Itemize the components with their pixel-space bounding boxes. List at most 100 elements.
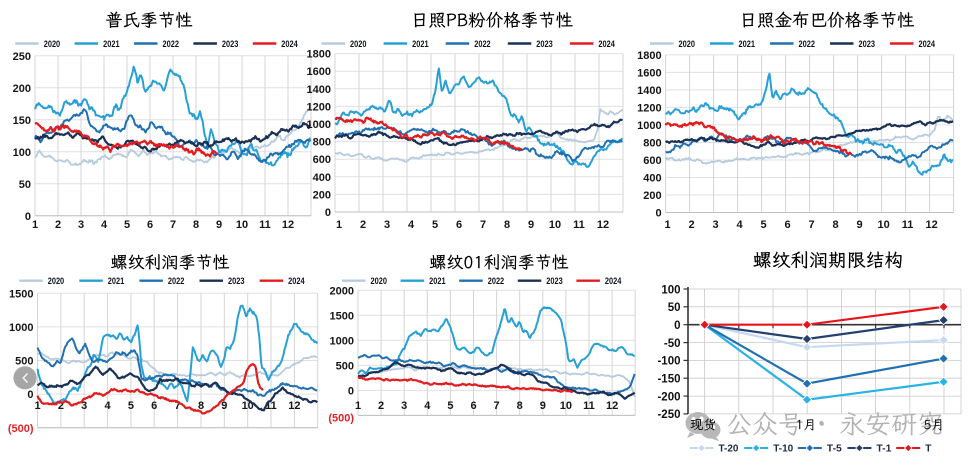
- svg-text:1500: 1500: [9, 288, 33, 300]
- svg-text:9: 9: [221, 400, 227, 412]
- svg-text:12: 12: [597, 219, 609, 231]
- svg-text:8: 8: [198, 400, 204, 412]
- svg-text:2024: 2024: [598, 39, 615, 50]
- svg-text:1600: 1600: [637, 67, 661, 79]
- svg-text:2023: 2023: [228, 276, 245, 287]
- svg-text:50: 50: [668, 302, 681, 314]
- svg-text:1500: 1500: [330, 310, 354, 322]
- svg-text:6: 6: [147, 219, 153, 231]
- svg-text:0: 0: [655, 208, 661, 220]
- svg-text:12: 12: [925, 219, 937, 231]
- svg-text:400: 400: [643, 173, 661, 185]
- svg-text:2022: 2022: [799, 39, 816, 50]
- svg-text:2020: 2020: [44, 39, 61, 50]
- svg-text:2022: 2022: [168, 276, 185, 287]
- svg-text:2021: 2021: [429, 276, 446, 287]
- svg-text:800: 800: [313, 137, 331, 149]
- svg-text:11: 11: [259, 219, 271, 231]
- svg-text:T-10: T-10: [773, 444, 793, 455]
- svg-text:1800: 1800: [307, 49, 331, 61]
- svg-text:12: 12: [606, 400, 618, 412]
- svg-text:2024: 2024: [288, 276, 305, 287]
- svg-text:2023: 2023: [222, 39, 239, 50]
- svg-text:10: 10: [560, 400, 572, 412]
- svg-text:500: 500: [336, 360, 354, 372]
- svg-text:T: T: [925, 444, 931, 455]
- svg-text:5: 5: [761, 219, 767, 231]
- svg-text:1000: 1000: [307, 119, 331, 131]
- svg-text:150: 150: [13, 115, 31, 127]
- svg-text:6: 6: [456, 219, 462, 231]
- svg-text:11: 11: [583, 400, 595, 412]
- svg-text:11: 11: [573, 219, 585, 231]
- svg-text:250: 250: [13, 51, 31, 63]
- svg-text:1600: 1600: [307, 66, 331, 78]
- svg-text:2024: 2024: [919, 39, 936, 50]
- svg-text:1800: 1800: [637, 50, 661, 62]
- svg-text:600: 600: [643, 155, 661, 167]
- svg-text:T-1: T-1: [876, 444, 891, 455]
- svg-text:2021: 2021: [412, 39, 429, 50]
- svg-text:2: 2: [55, 219, 61, 231]
- svg-text:5: 5: [124, 219, 130, 231]
- svg-text:10: 10: [236, 219, 248, 231]
- svg-text:2021: 2021: [739, 39, 756, 50]
- svg-text:3: 3: [713, 219, 719, 231]
- svg-text:-100: -100: [657, 356, 680, 368]
- svg-text:2: 2: [689, 219, 695, 231]
- svg-text:T-5: T-5: [827, 444, 842, 455]
- svg-text:7: 7: [170, 219, 176, 231]
- svg-text:1000: 1000: [330, 335, 354, 347]
- svg-text:2020: 2020: [371, 276, 388, 287]
- svg-text:8: 8: [833, 219, 839, 231]
- svg-text:(500): (500): [328, 412, 354, 424]
- svg-text:100: 100: [661, 284, 680, 296]
- svg-text:1400: 1400: [637, 85, 661, 97]
- svg-text:6: 6: [151, 400, 157, 412]
- svg-text:6: 6: [470, 400, 476, 412]
- svg-text:2023: 2023: [546, 276, 563, 287]
- svg-text:6: 6: [785, 219, 791, 231]
- svg-text:5: 5: [128, 400, 134, 412]
- svg-text:7: 7: [480, 219, 486, 231]
- svg-text:-50: -50: [664, 338, 681, 350]
- svg-text:2: 2: [378, 400, 384, 412]
- svg-text:1: 1: [665, 219, 671, 231]
- svg-text:12: 12: [288, 400, 300, 412]
- svg-text:2020: 2020: [350, 39, 367, 50]
- svg-text:8: 8: [517, 400, 523, 412]
- svg-text:1000: 1000: [637, 120, 661, 132]
- svg-text:3: 3: [401, 400, 407, 412]
- svg-text:4: 4: [737, 219, 744, 231]
- svg-text:5: 5: [432, 219, 438, 231]
- svg-text:0: 0: [25, 211, 31, 223]
- svg-text:7: 7: [494, 400, 500, 412]
- svg-text:400: 400: [313, 172, 331, 184]
- svg-text:8: 8: [504, 219, 510, 231]
- svg-text:600: 600: [313, 154, 331, 166]
- svg-text:800: 800: [643, 138, 661, 150]
- svg-text:T-20: T-20: [719, 444, 739, 455]
- svg-text:10: 10: [877, 219, 889, 231]
- svg-text:11: 11: [902, 219, 914, 231]
- svg-text:-200: -200: [657, 391, 680, 403]
- svg-text:1400: 1400: [307, 84, 331, 96]
- svg-text:2020: 2020: [679, 39, 696, 50]
- svg-text:100: 100: [13, 147, 31, 159]
- svg-text:1200: 1200: [637, 102, 661, 114]
- svg-text:0: 0: [674, 320, 680, 332]
- svg-text:9: 9: [216, 219, 222, 231]
- svg-text:2022: 2022: [488, 276, 505, 287]
- svg-text:4: 4: [101, 219, 108, 231]
- svg-text:0: 0: [348, 385, 354, 397]
- svg-text:4: 4: [424, 400, 431, 412]
- svg-text:2023: 2023: [859, 39, 876, 50]
- svg-text:-250: -250: [657, 409, 680, 421]
- svg-text:1: 1: [34, 400, 40, 412]
- svg-text:1: 1: [32, 219, 38, 231]
- svg-text:4: 4: [408, 219, 415, 231]
- svg-text:200: 200: [643, 190, 661, 202]
- svg-text:3: 3: [81, 400, 87, 412]
- svg-text:5: 5: [447, 400, 453, 412]
- svg-text:0: 0: [325, 207, 331, 219]
